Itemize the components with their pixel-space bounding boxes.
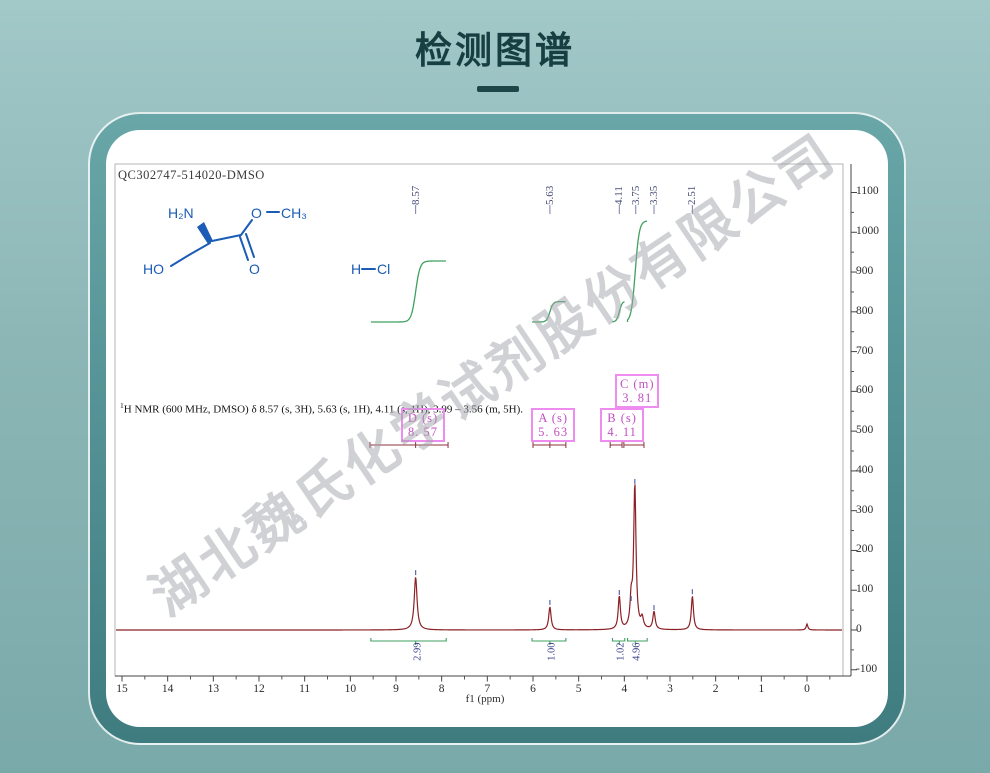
structure-hcl-cl-label: Cl — [377, 261, 391, 277]
structure-amine-label: H₂N — [168, 205, 194, 221]
page-title: 检测图谱 — [415, 30, 575, 71]
sample-id: QC302747-514020-DMSO — [118, 168, 265, 182]
spectrum-card — [106, 130, 888, 727]
structure-hydroxyl-label: HO — [143, 261, 164, 277]
structure-ester-o-label: O — [251, 205, 262, 221]
nmr-assignment-text: 1H NMR (600 MHz, DMSO) δ 8.57 (s, 3H), 5… — [120, 401, 523, 416]
nmr-text: H NMR (600 MHz, DMSO) δ 8.57 (s, 3H), 5.… — [123, 403, 523, 416]
structure-hcl-h-label: H — [351, 261, 362, 277]
structure-methyl-label: CH₃ — [281, 205, 307, 221]
title-underline — [477, 86, 519, 92]
structure-carbonyl-o-label: O — [249, 261, 260, 277]
x-axis-title: f1 (ppm) — [465, 693, 505, 705]
